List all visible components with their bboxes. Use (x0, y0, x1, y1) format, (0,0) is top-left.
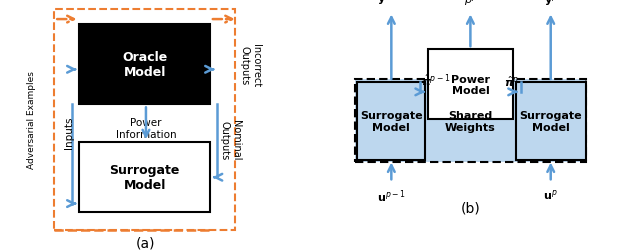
Text: $\mathbf{u}^{p}$: $\mathbf{u}^{p}$ (543, 188, 558, 202)
Text: $\hat{\boldsymbol{\pi}}^{p}$: $\hat{\boldsymbol{\pi}}^{p}$ (504, 74, 519, 89)
FancyBboxPatch shape (428, 50, 513, 120)
Text: $\hat{\boldsymbol{\pi}}^{p-1}$: $\hat{\boldsymbol{\pi}}^{p-1}$ (422, 73, 451, 89)
FancyBboxPatch shape (79, 25, 210, 105)
FancyBboxPatch shape (516, 82, 586, 160)
Text: Shared
Weights: Shared Weights (445, 110, 496, 132)
Text: Oracle
Model: Oracle Model (122, 51, 167, 79)
Text: Nominal
Outputs: Nominal Outputs (220, 120, 241, 160)
Text: Inputs: Inputs (65, 116, 74, 149)
FancyBboxPatch shape (355, 80, 586, 162)
Text: $\hat{\mathbf{y}}^{p}$: $\hat{\mathbf{y}}^{p}$ (544, 0, 557, 8)
Text: (b): (b) (461, 200, 480, 214)
Text: Power
Information: Power Information (116, 118, 176, 140)
Text: $\hat{\mathbf{y}}^{p-1}$: $\hat{\mathbf{y}}^{p-1}$ (378, 0, 405, 8)
Text: Incorrect
Outputs: Incorrect Outputs (239, 44, 261, 86)
Text: Adversarial Examples: Adversarial Examples (28, 71, 36, 169)
Text: $\hat{p}^{p}$: $\hat{p}^{p}$ (463, 0, 477, 8)
Text: $\mathbf{u}^{p-1}$: $\mathbf{u}^{p-1}$ (377, 188, 406, 204)
Text: Surrogate
Model: Surrogate Model (360, 110, 422, 132)
Text: Surrogate
Model: Surrogate Model (109, 164, 180, 192)
Text: Surrogate
Model: Surrogate Model (520, 110, 582, 132)
Text: (a): (a) (136, 236, 156, 250)
FancyBboxPatch shape (79, 142, 210, 212)
Text: Power
Model: Power Model (451, 74, 490, 96)
FancyBboxPatch shape (358, 82, 425, 160)
